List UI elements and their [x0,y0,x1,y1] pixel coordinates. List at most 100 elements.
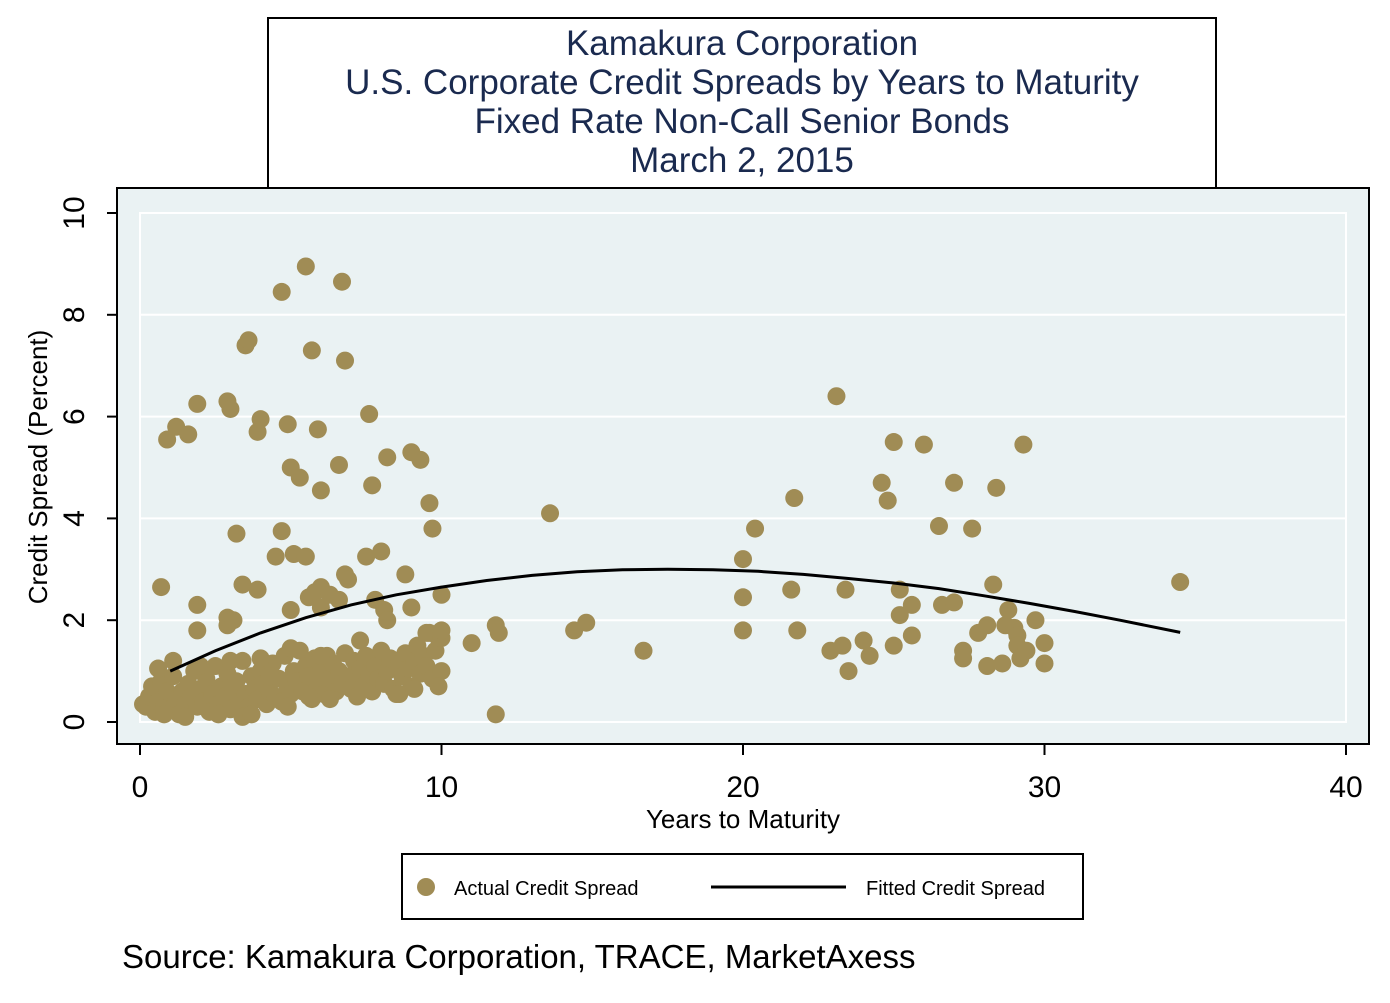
x-tick-label: 40 [1329,771,1362,804]
data-point [954,649,973,668]
data-point [281,601,300,620]
source-note: Source: Kamakura Corporation, TRACE, Mar… [122,938,916,975]
y-tick-label: 2 [58,612,91,629]
data-point [429,677,448,696]
data-point [333,272,352,291]
data-point [176,707,195,726]
data-point [746,519,765,538]
data-point [945,473,964,492]
data-point [372,542,391,561]
legend-marker-actual [417,878,435,896]
data-point [1035,634,1054,653]
data-point [311,481,330,500]
data-point [836,580,855,599]
data-point [432,621,451,640]
data-point [227,672,246,691]
chart-title-line-1: Kamakura Corporation [566,24,918,63]
data-point [462,634,481,653]
data-point [489,623,508,642]
data-point [290,468,309,487]
data-point [890,606,909,625]
x-tick-label: 10 [425,771,458,804]
data-point [914,435,933,454]
data-point [785,489,804,508]
data-point [734,588,752,607]
data-point [248,580,267,599]
data-point [423,519,442,538]
data-point [945,593,964,612]
x-axis-label: Years to Maturity [646,804,840,834]
data-point [188,595,207,614]
data-point [209,705,228,724]
data-point [878,491,897,510]
data-point [734,550,752,569]
data-point [278,415,297,434]
y-tick-label: 0 [58,714,91,731]
data-point [152,578,171,597]
data-point [782,580,801,599]
data-point [224,611,243,630]
data-point [999,601,1018,620]
data-point [233,575,252,594]
data-point [577,613,596,632]
data-point [378,448,397,467]
data-point [281,639,300,658]
data-point [363,476,382,495]
chart-title-line-3: Fixed Rate Non-Call Senior Bonds [475,102,1010,141]
data-point [188,621,207,640]
x-tick-label: 20 [726,771,759,804]
data-point [432,585,451,604]
data-point [929,517,948,536]
data-point [872,473,891,492]
data-point [405,679,424,698]
actual-credit-spread-points [134,257,1190,726]
data-point [486,705,505,724]
data-point [260,667,279,686]
data-point [1171,573,1190,592]
data-point [149,659,168,678]
data-point [902,595,921,614]
data-point [634,641,653,660]
y-axis-label: Credit Spread (Percent) [23,330,53,605]
fitted-credit-spread-line [169,567,1181,673]
data-point [420,494,439,513]
data-point [239,331,258,350]
data-point [978,657,997,676]
data-point [978,616,997,635]
grid-lines [139,212,1347,723]
data-point [402,598,421,617]
data-point [227,524,246,543]
data-point [311,646,330,665]
data-point [378,611,397,630]
data-point [302,341,321,360]
data-point [339,570,358,589]
data-point [351,631,370,650]
data-point [155,705,174,724]
data-point [411,450,430,469]
data-point [357,547,376,566]
data-point [987,478,1006,497]
data-point [993,654,1012,673]
data-point [266,547,285,566]
data-point [348,687,367,706]
fitted-credit-spread-line-group [169,567,1181,673]
data-point [396,565,415,584]
data-point [188,394,207,413]
data-point [251,410,270,429]
legend-label-actual: Actual Credit Spread [454,878,639,900]
data-point [296,547,315,566]
data-point [1026,611,1045,630]
data-point [164,651,183,670]
data-point [329,455,348,474]
y-tick-label: 10 [58,196,91,229]
data-point [884,636,903,655]
data-point [336,351,355,370]
data-point [242,705,261,724]
data-point [221,399,240,418]
title-box [267,17,1217,189]
data-point [734,621,752,640]
data-point [860,646,879,665]
x-tick-label: 0 [132,771,149,804]
